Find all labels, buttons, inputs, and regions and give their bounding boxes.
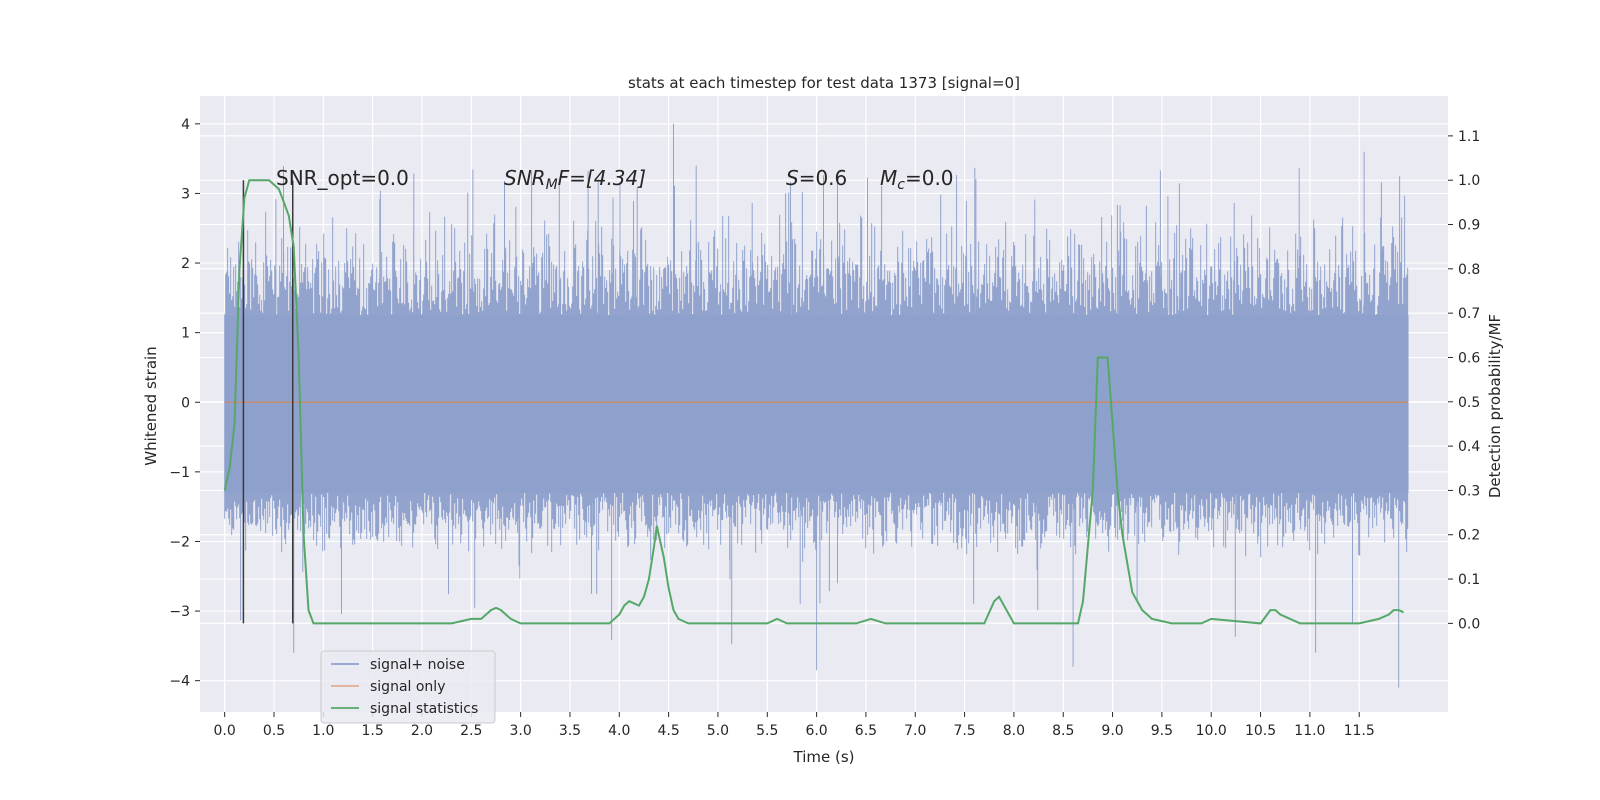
snr-mf-main: SNR: [504, 166, 546, 190]
y-left-tick-label: 0: [181, 395, 190, 411]
y-left-tick-label: 4: [181, 117, 190, 133]
vertical-markers: [242, 180, 294, 624]
y-left-ticks: 4 3 2 1 0 −1 −2 −3 −4: [169, 117, 200, 690]
legend-box: [320, 650, 496, 724]
mc-annotation: Mc=0.0: [880, 166, 954, 193]
x-tick-label: 5.0: [707, 723, 729, 739]
x-tick-label: 9.0: [1101, 723, 1123, 739]
y-left-tick-label: 3: [181, 186, 190, 202]
y-right-axis-label: Detection probability/MF: [1486, 314, 1504, 498]
signal-statistics-line: [223, 179, 1405, 625]
x-tick-label: 7.5: [953, 723, 975, 739]
x-tick-label: 6.5: [855, 723, 877, 739]
y-left-axis-label: Whitened strain: [142, 346, 160, 465]
x-tick-label: 10.5: [1245, 723, 1276, 739]
signal-statistics-series: [223, 179, 1405, 625]
snr-mf-annotation: SNRMF=[4.34]: [504, 166, 646, 193]
x-tick-label: 0.5: [263, 723, 285, 739]
x-tick-label: 3.5: [559, 723, 581, 739]
noise-trace: [224, 123, 1409, 688]
x-tick-label: 1.5: [362, 723, 384, 739]
x-tick-label: 11.0: [1294, 723, 1325, 739]
mc-main: M: [880, 166, 897, 190]
x-tick-label: 3.0: [509, 723, 531, 739]
y-left-tick-label: 1: [181, 326, 190, 342]
y-right-tick-label: 0.1: [1458, 572, 1480, 588]
x-tick-label: 5.5: [756, 723, 778, 739]
signal-noise-series: [224, 123, 1409, 688]
y-left-tick-label: −4: [169, 674, 190, 690]
x-tick-label: 8.0: [1003, 723, 1025, 739]
legend-label-signal-noise: signal+ noise: [370, 657, 465, 673]
y-right-ticks: 1.1 1.0 0.9 0.8 0.7 0.6 0.5 0.4 0.3 0.2 0.1 0.0: [1448, 129, 1480, 632]
y-right-tick-label: 0.6: [1458, 350, 1480, 366]
y-right-tick-label: 0.5: [1458, 395, 1480, 411]
x-tick-label: 4.5: [657, 723, 679, 739]
y-right-tick-label: 0.7: [1458, 306, 1480, 322]
x-ticks: 0.0 0.5 1.0 1.5 2.0 2.5 3.0 3.5 4.0 4.5 5.0 5.5 6.0 6…: [214, 712, 1375, 739]
legend: signal+ noise signal only signal statist…: [320, 650, 496, 724]
x-tick-label: 6.0: [805, 723, 827, 739]
y-right-tick-label: 1.1: [1458, 129, 1480, 145]
x-tick-label: 9.5: [1151, 723, 1173, 739]
x-tick-label: 1.0: [312, 723, 334, 739]
snr-opt-annotation: SNR_opt=0.0: [276, 166, 409, 190]
mc-rest: =0.0: [905, 166, 954, 190]
x-tick-label: 0.0: [214, 723, 236, 739]
y-right-tick-label: 0.4: [1458, 439, 1480, 455]
y-right-tick-label: 0.2: [1458, 528, 1480, 544]
x-tick-label: 7.0: [904, 723, 926, 739]
snr-mf-subscript: M: [546, 177, 558, 193]
y-right-tick-label: 0.0: [1458, 616, 1480, 632]
s-annotation: S=0.6: [786, 166, 847, 190]
y-right-tick-label: 0.3: [1458, 483, 1480, 499]
x-tick-label: 2.0: [411, 723, 433, 739]
y-right-tick-label: 0.9: [1458, 218, 1480, 234]
snr-mf-rest: F=[4.34]: [558, 166, 646, 190]
y-right-tick-label: 1.0: [1458, 173, 1480, 189]
legend-label-signal-only: signal only: [370, 679, 445, 695]
x-tick-label: 11.5: [1344, 723, 1375, 739]
x-tick-label: 4.0: [608, 723, 630, 739]
s-rest: =0.6: [799, 166, 848, 190]
x-tick-label: 10.0: [1196, 723, 1227, 739]
x-tick-label: 8.5: [1052, 723, 1074, 739]
legend-label-signal-statistics: signal statistics: [370, 701, 478, 717]
x-axis-label: Time (s): [793, 748, 855, 766]
y-left-tick-label: −1: [169, 465, 190, 481]
y-left-tick-label: 2: [181, 256, 190, 272]
y-right-tick-label: 0.8: [1458, 262, 1480, 278]
mc-subscript: c: [897, 177, 905, 193]
s-main: S: [786, 166, 799, 190]
y-left-tick-label: −2: [169, 534, 190, 550]
y-left-tick-label: −3: [169, 604, 190, 620]
chart-title: stats at each timestep for test data 137…: [628, 74, 1020, 92]
x-tick-label: 2.5: [460, 723, 482, 739]
